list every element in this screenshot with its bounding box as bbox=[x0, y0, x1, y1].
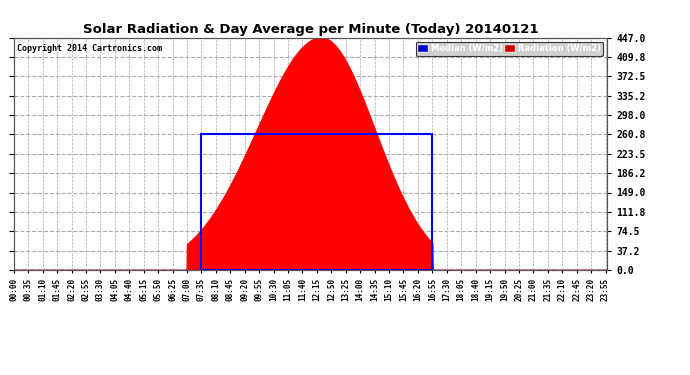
Text: Copyright 2014 Cartronics.com: Copyright 2014 Cartronics.com bbox=[17, 45, 161, 54]
Title: Solar Radiation & Day Average per Minute (Today) 20140121: Solar Radiation & Day Average per Minute… bbox=[83, 23, 538, 36]
Bar bbox=[201, 134, 433, 270]
Legend: Median (W/m2), Radiation (W/m2): Median (W/m2), Radiation (W/m2) bbox=[415, 42, 603, 56]
